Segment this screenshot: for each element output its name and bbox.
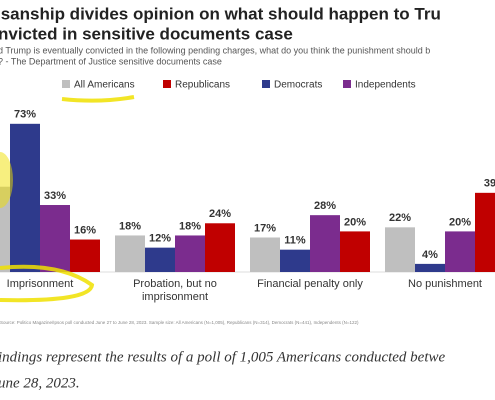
- bar: [310, 215, 340, 272]
- bar: [250, 237, 280, 272]
- bar: [175, 235, 205, 272]
- legend-label: All Americans: [74, 80, 135, 91]
- value-label: 39: [484, 178, 495, 190]
- highlight: [61, 95, 135, 103]
- legend-swatch: [262, 80, 270, 88]
- value-label: 16%: [74, 224, 96, 236]
- legend-swatch: [62, 80, 70, 88]
- bar: [475, 192, 495, 272]
- legend-label: Republicans: [175, 80, 230, 91]
- legend-label: Independents: [355, 80, 416, 91]
- bar: [415, 263, 445, 272]
- bar: [280, 249, 310, 272]
- value-label: 20%: [344, 216, 366, 228]
- bar: [10, 123, 40, 272]
- caption: une 28, 2023.: [0, 375, 80, 391]
- value-label: 4%: [422, 249, 438, 261]
- bar: [445, 231, 475, 272]
- title: isanship divides opinion on what should …: [0, 4, 441, 23]
- value-label: 24%: [209, 208, 231, 220]
- value-label: 17%: [254, 222, 276, 234]
- bar: [385, 227, 415, 272]
- caption: indings represent the results of a poll …: [0, 349, 446, 365]
- bar: [40, 205, 70, 272]
- subtitle: d Trump is eventually convicted in the f…: [0, 45, 430, 55]
- bar: [0, 186, 10, 272]
- source: Source: Politico Magazine/Ipsos poll con…: [0, 320, 359, 325]
- value-label: 18%: [119, 220, 141, 232]
- value-label: 11%: [284, 235, 306, 247]
- bar: [340, 231, 370, 272]
- value-label: 33%: [44, 190, 66, 202]
- value-label: 73%: [14, 109, 36, 121]
- x-tick-label: Imprisonment: [6, 278, 74, 290]
- title: nvicted in sensitive documents case: [0, 24, 293, 43]
- highlight: [0, 264, 95, 303]
- legend-label: Democrats: [274, 80, 322, 91]
- highlight: [0, 152, 13, 208]
- value-label: 28%: [314, 200, 336, 212]
- subtitle: ? - The Department of Justice sensitive …: [0, 56, 222, 66]
- legend-swatch: [163, 80, 171, 88]
- value-label: 12%: [149, 233, 171, 245]
- value-label: 18%: [179, 220, 201, 232]
- value-label: 22%: [389, 212, 411, 224]
- bar: [145, 247, 175, 272]
- bar: [70, 239, 100, 272]
- bar: [115, 235, 145, 272]
- x-tick-label: No punishment: [408, 278, 482, 290]
- value-label: 20%: [449, 216, 471, 228]
- x-tick-label: Probation, but no imprisonment: [133, 278, 217, 303]
- x-tick-label: Financial penalty only: [257, 278, 363, 290]
- bar: [205, 223, 235, 272]
- legend-swatch: [343, 80, 351, 88]
